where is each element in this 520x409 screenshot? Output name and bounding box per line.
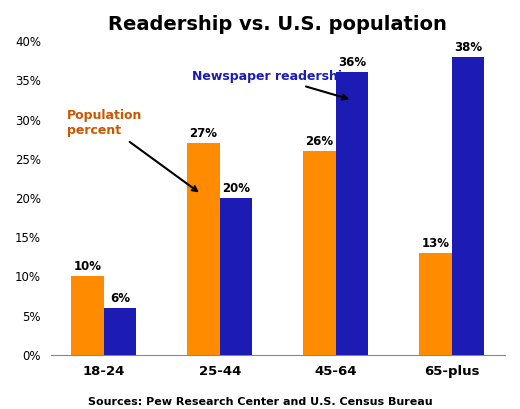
- Bar: [303, 151, 336, 355]
- Bar: [452, 57, 484, 355]
- Bar: [71, 276, 104, 355]
- Bar: [336, 72, 368, 355]
- Bar: [220, 198, 252, 355]
- Text: 13%: 13%: [422, 237, 450, 250]
- Text: 26%: 26%: [306, 135, 334, 148]
- Text: 6%: 6%: [110, 292, 130, 305]
- Text: Newspaper readership: Newspaper readership: [192, 70, 351, 99]
- Text: 36%: 36%: [338, 56, 366, 70]
- Bar: [104, 308, 136, 355]
- Text: Population
percent: Population percent: [67, 110, 197, 191]
- Bar: [187, 143, 220, 355]
- Text: 38%: 38%: [454, 40, 482, 54]
- Text: 10%: 10%: [74, 260, 101, 273]
- Title: Readership vs. U.S. population: Readership vs. U.S. population: [109, 15, 447, 34]
- Text: 20%: 20%: [222, 182, 250, 195]
- Text: Sources: Pew Research Center and U.S. Census Bureau: Sources: Pew Research Center and U.S. Ce…: [88, 397, 432, 407]
- Text: 27%: 27%: [190, 127, 217, 140]
- Bar: [420, 253, 452, 355]
